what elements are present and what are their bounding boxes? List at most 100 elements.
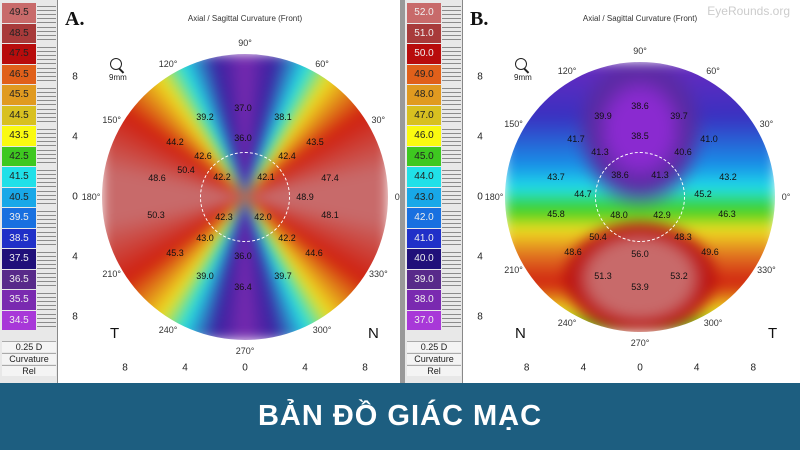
scale-value: 46.5 <box>2 64 36 84</box>
scale-value: 49.5 <box>2 3 36 23</box>
curvature-value: 53.2 <box>670 271 688 281</box>
scale-value: 41.5 <box>2 167 36 187</box>
angle-label: 30° <box>759 119 774 129</box>
curvature-value: 44.2 <box>166 137 184 147</box>
scale-value: 39.5 <box>2 208 36 228</box>
angle-label: 180° <box>81 192 101 202</box>
left-orientation-label: N <box>515 325 526 342</box>
scale-tick-marks <box>37 269 56 289</box>
y-tick: 4 <box>477 131 483 143</box>
scale-value: 41.0 <box>407 228 441 248</box>
color-scale: 52.0 51.0 50.0 49.0 48.0 47.0 46.0 45.0 44.0 43.0… <box>405 0 463 383</box>
curvature-value: 36.4 <box>234 282 252 292</box>
x-tick: 8 <box>122 362 128 374</box>
angle-label: 240° <box>557 318 577 329</box>
scale-value: 42.5 <box>2 146 36 166</box>
scale-tick-marks <box>37 249 56 269</box>
angle-label: 150° <box>504 119 523 129</box>
curvature-value: 42.0 <box>254 212 272 222</box>
scale-value: 45.0 <box>407 146 441 166</box>
left-orientation-label: T <box>110 325 120 342</box>
y-tick: 8 <box>72 311 78 323</box>
angle-label: 180° <box>484 192 504 202</box>
scale-tick-marks <box>442 146 461 166</box>
angle-label: 210° <box>102 269 121 279</box>
scale-value: 42.0 <box>407 208 441 228</box>
x-tick: 8 <box>523 362 530 374</box>
curvature-value: 43.5 <box>306 137 324 147</box>
y-tick: 8 <box>477 71 483 83</box>
y-tick: 8 <box>72 71 78 83</box>
curvature-value: 41.7 <box>567 134 585 144</box>
angle-label: 240° <box>158 325 178 336</box>
angle-label: 330° <box>369 269 388 279</box>
angle-label: 210° <box>504 265 523 275</box>
curvature-value: 39.0 <box>196 271 214 281</box>
curvature-value: 43.0 <box>196 233 214 243</box>
curvature-value: 40.6 <box>674 147 692 157</box>
curvature-value: 48.6 <box>148 173 166 183</box>
scale-tick-marks <box>442 105 461 125</box>
curvature-value: 42.1 <box>257 172 275 182</box>
curvature-value: 42.9 <box>653 210 671 220</box>
angle-label: 90° <box>238 38 252 48</box>
watermark: EyeRounds.org <box>707 4 790 18</box>
x-tick: 0 <box>242 362 248 374</box>
scale-tick-marks <box>442 3 461 23</box>
scale-value: 39.0 <box>407 269 441 289</box>
curvature-value: 46.3 <box>718 209 736 219</box>
angle-label: 300° <box>312 325 332 336</box>
curvature-value: 50.4 <box>177 165 195 175</box>
scale-tick-marks <box>442 64 461 84</box>
x-tick: 4 <box>302 362 308 374</box>
scale-type: Curvature <box>407 353 461 364</box>
scale-value: 43.5 <box>2 126 36 146</box>
curvature-value: 38.1 <box>274 112 292 122</box>
scale-tick-marks <box>442 269 461 289</box>
angle-label: 330° <box>757 265 776 275</box>
angle-label: 60° <box>706 65 720 76</box>
curvature-value: 36.0 <box>234 133 252 143</box>
angle-label: 270° <box>630 338 650 348</box>
scale-value: 48.5 <box>2 23 36 43</box>
angle-label: 300° <box>703 318 723 329</box>
scale-value: 43.0 <box>407 187 441 207</box>
curvature-value: 50.3 <box>147 210 165 220</box>
scale-value: 40.5 <box>2 187 36 207</box>
curvature-value: 48.9 <box>296 192 314 202</box>
curvature-value: 48.6 <box>564 247 582 257</box>
curvature-value: 53.9 <box>631 282 649 292</box>
scale-tick-marks <box>37 310 56 330</box>
scale-value: 44.5 <box>2 105 36 125</box>
scale-tick-marks <box>37 64 56 84</box>
scale-value: 35.5 <box>2 290 36 310</box>
panel-letter: B. <box>470 8 489 30</box>
scale-value: 37.0 <box>407 310 441 330</box>
scale-tick-marks <box>442 310 461 330</box>
scale-value: 37.5 <box>2 249 36 269</box>
scale-tick-marks <box>442 290 461 310</box>
x-tick: 4 <box>693 362 700 374</box>
scale-tick-marks <box>37 44 56 64</box>
scale-mode: Rel <box>407 365 461 376</box>
scale-value: 47.5 <box>2 44 36 64</box>
curvature-value: 39.2 <box>196 112 214 122</box>
curvature-value: 48.0 <box>610 210 628 220</box>
curvature-value: 42.2 <box>278 233 296 243</box>
scale-tick-marks <box>37 167 56 187</box>
curvature-value: 42.6 <box>194 151 212 161</box>
scale-value: 34.5 <box>2 310 36 330</box>
y-tick: 4 <box>72 251 78 263</box>
curvature-value: 51.3 <box>594 271 612 281</box>
x-tick: 8 <box>750 362 757 374</box>
curvature-value: 45.2 <box>694 189 712 199</box>
curvature-value: 49.6 <box>701 247 719 257</box>
scale-value: 44.0 <box>407 167 441 187</box>
curvature-value: 48.1 <box>321 210 339 220</box>
curvature-value: 41.3 <box>591 147 609 157</box>
banner-title: BẢN ĐỒ GIÁC MẠC <box>0 383 800 450</box>
scale-value: 38.5 <box>2 228 36 248</box>
scale-value: 45.5 <box>2 85 36 105</box>
curvature-value: 43.7 <box>547 172 565 182</box>
x-tick: 0 <box>637 362 643 374</box>
